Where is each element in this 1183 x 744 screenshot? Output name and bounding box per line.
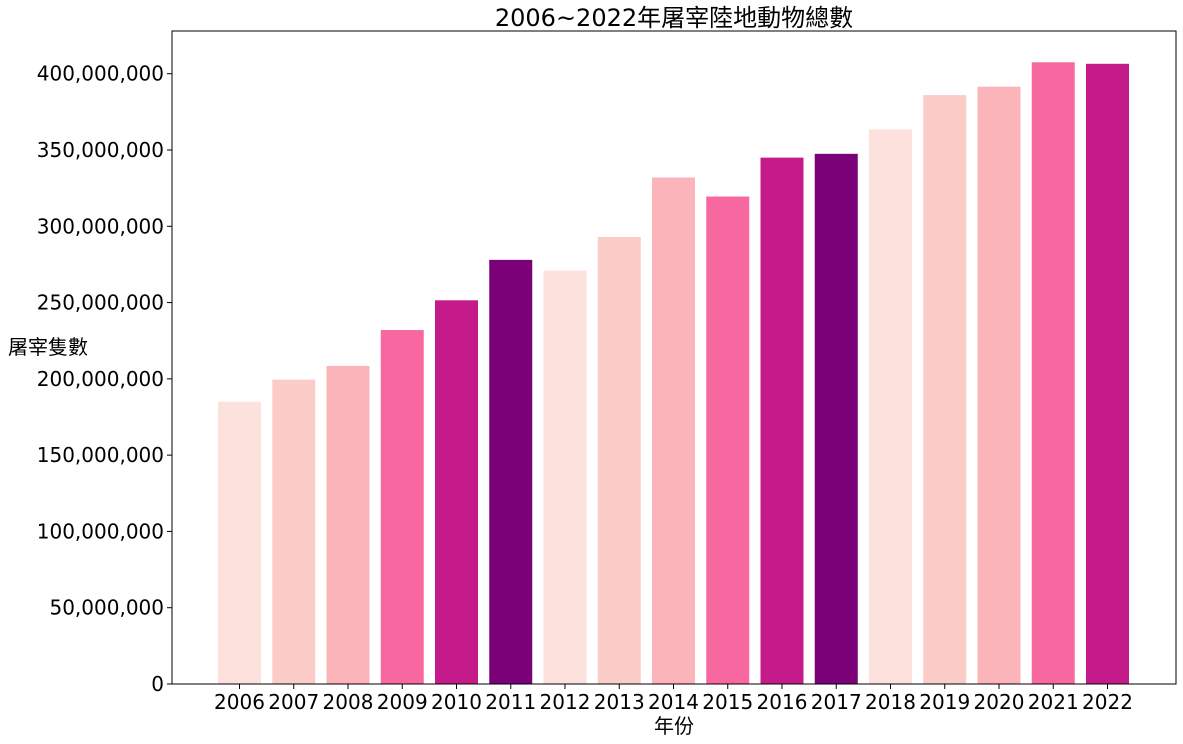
x-axis-ticks: 2006 2007 2008 2009 2010 2011 2012 2013 2014 2015… — [214, 684, 1133, 714]
bar-2021 — [1031, 62, 1075, 684]
bar-2013 — [597, 236, 641, 684]
bar-2009 — [380, 330, 424, 684]
y-tick-label: 300,000,000 — [37, 214, 164, 238]
bar-2011 — [489, 259, 533, 684]
y-tick-label: 0 — [151, 672, 164, 696]
y-tick-label: 200,000,000 — [37, 367, 164, 391]
x-tick-label: 2007 — [268, 690, 319, 714]
y-tick-label: 150,000,000 — [37, 443, 164, 467]
x-tick-label: 2013 — [594, 690, 645, 714]
y-tick-label: 50,000,000 — [49, 596, 164, 620]
y-tick-label: 400,000,000 — [37, 62, 164, 86]
bar-2008 — [326, 365, 370, 684]
x-tick-label: 2012 — [540, 690, 591, 714]
bar-2017 — [814, 153, 858, 684]
y-tick-label: 350,000,000 — [37, 138, 164, 162]
x-tick-label: 2021 — [1028, 690, 1079, 714]
x-tick-label: 2011 — [485, 690, 536, 714]
bar-2014 — [652, 177, 695, 684]
bar-2015 — [706, 196, 750, 685]
bar-2020 — [977, 86, 1021, 684]
x-tick-label: 2020 — [974, 690, 1025, 714]
x-tick-label: 2015 — [702, 690, 753, 714]
y-axis-label: 屠宰隻數 — [8, 335, 88, 359]
x-tick-label: 2014 — [648, 690, 699, 714]
bar-2010 — [435, 300, 478, 684]
x-tick-label: 2022 — [1082, 690, 1133, 714]
bar-2006 — [218, 401, 261, 684]
x-tick-label: 2009 — [377, 690, 428, 714]
chart-title: 2006~2022年屠宰陸地動物總數 — [495, 4, 853, 32]
bar-2007 — [272, 379, 316, 684]
y-tick-label: 250,000,000 — [37, 291, 164, 315]
x-tick-label: 2016 — [757, 690, 808, 714]
x-tick-label: 2018 — [865, 690, 916, 714]
bar-2012 — [543, 270, 587, 684]
y-tick-label: 100,000,000 — [37, 519, 164, 543]
bar-2016 — [760, 157, 804, 684]
x-tick-label: 2006 — [214, 690, 265, 714]
x-tick-label: 2019 — [919, 690, 970, 714]
plot-frame — [171, 30, 1177, 685]
x-tick-label: 2017 — [811, 690, 862, 714]
bars — [218, 62, 1129, 685]
bar-2022 — [1086, 63, 1129, 685]
x-axis-label: 年份 — [654, 714, 694, 738]
bar-2019 — [923, 95, 967, 684]
bar-2018 — [869, 129, 912, 684]
x-tick-label: 2010 — [431, 690, 482, 714]
y-axis-ticks: 0 50,000,000 100,000,000 150,000,000 200,000… — [37, 62, 172, 696]
x-tick-label: 2008 — [323, 690, 374, 714]
